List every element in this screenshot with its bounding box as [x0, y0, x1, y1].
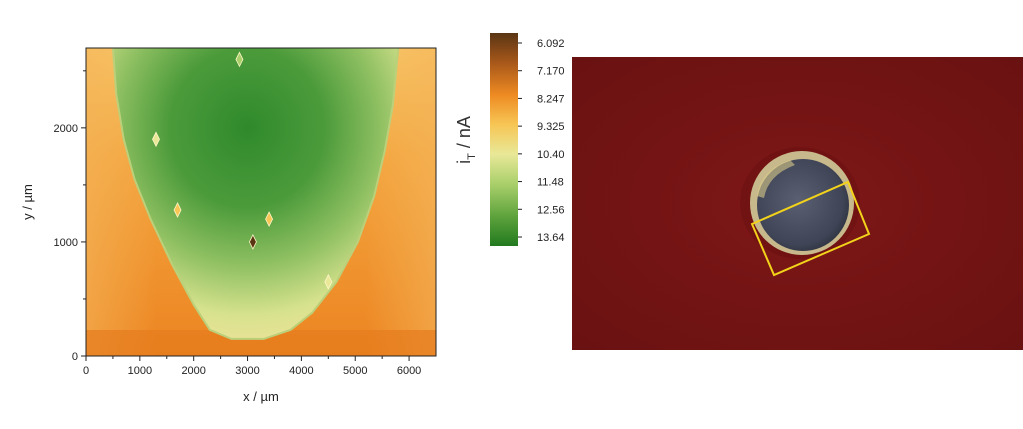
colorbar-label-main: i [454, 160, 474, 164]
colorbar-title: iT / nA [454, 116, 478, 164]
x-tick-label: 4000 [289, 365, 313, 377]
x-tick-label: 2000 [181, 365, 205, 377]
plot-frame [85, 47, 437, 357]
defect-marker [324, 273, 333, 290]
defect-marker [235, 51, 244, 68]
colorbar-tick-label: 7.170 [537, 66, 565, 78]
colorbar-tick-label: 6.092 [537, 38, 565, 50]
y-tick-label: 2000 [54, 123, 78, 135]
colorbar-title-text: iT / nA [454, 116, 478, 164]
y-tick-label: 0 [72, 351, 78, 363]
colorbar-tick-label: 8.247 [537, 93, 565, 105]
colorbar-label-unit: / nA [454, 116, 474, 153]
colorbar-label-sub: T [466, 153, 478, 160]
heatmap-plot: 0 1000 2000 3000 4000 5000 6000 0 1000 2000 x / … [20, 47, 437, 404]
x-axis-title: x / µm [243, 389, 279, 404]
defect-markers [152, 51, 333, 290]
x-tick-label: 6000 [397, 365, 421, 377]
scan-area-box [750, 180, 871, 277]
colorbar: 6.092 7.170 8.247 9.325 10.40 11.48 12.56 13.64… [454, 33, 565, 246]
colorbar-tick-label: 11.48 [537, 177, 564, 189]
x-tick-label: 0 [83, 365, 89, 377]
defect-marker [173, 202, 182, 218]
colorbar-tick-label: 12.56 [537, 204, 565, 216]
x-tick-label: 1000 [128, 365, 152, 377]
x-axis: 0 1000 2000 3000 4000 5000 6000 [83, 356, 421, 377]
colorbar-tick-label: 13.64 [537, 232, 565, 244]
high-current-region [111, 48, 400, 340]
colorbar-tick-label: 9.325 [537, 121, 565, 133]
colorbar-ticks: 6.092 7.170 8.247 9.325 10.40 11.48 12.56 13.64 [518, 38, 565, 244]
sample-photo [572, 57, 1023, 350]
defect-marker [152, 131, 160, 148]
y-tick-label: 1000 [54, 237, 78, 249]
y-axis: 0 1000 2000 [54, 70, 86, 363]
defect-marker [265, 211, 274, 228]
spot-highlight [757, 160, 795, 198]
colorbar-tick-label: 10.40 [537, 149, 565, 161]
colorbar-gradient [490, 33, 518, 246]
corrosion-spot [757, 159, 849, 251]
x-tick-label: 3000 [235, 365, 259, 377]
defect-marker [248, 234, 257, 250]
x-tick-label: 5000 [343, 365, 367, 377]
y-axis-title: y / µm [20, 184, 35, 220]
